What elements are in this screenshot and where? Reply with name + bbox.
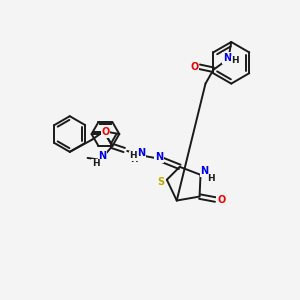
Text: H: H (208, 174, 215, 183)
Text: N: N (137, 148, 145, 158)
Text: N: N (200, 166, 208, 176)
Text: H: H (129, 152, 137, 160)
Text: H: H (231, 56, 239, 65)
Text: N: N (223, 53, 231, 63)
Text: H: H (130, 155, 138, 164)
Text: H: H (92, 159, 99, 168)
Text: O: O (217, 194, 226, 205)
Text: O: O (190, 62, 199, 72)
Text: N: N (98, 151, 106, 161)
Text: S: S (157, 177, 164, 187)
Text: N: N (155, 152, 163, 162)
Text: O: O (101, 127, 110, 137)
